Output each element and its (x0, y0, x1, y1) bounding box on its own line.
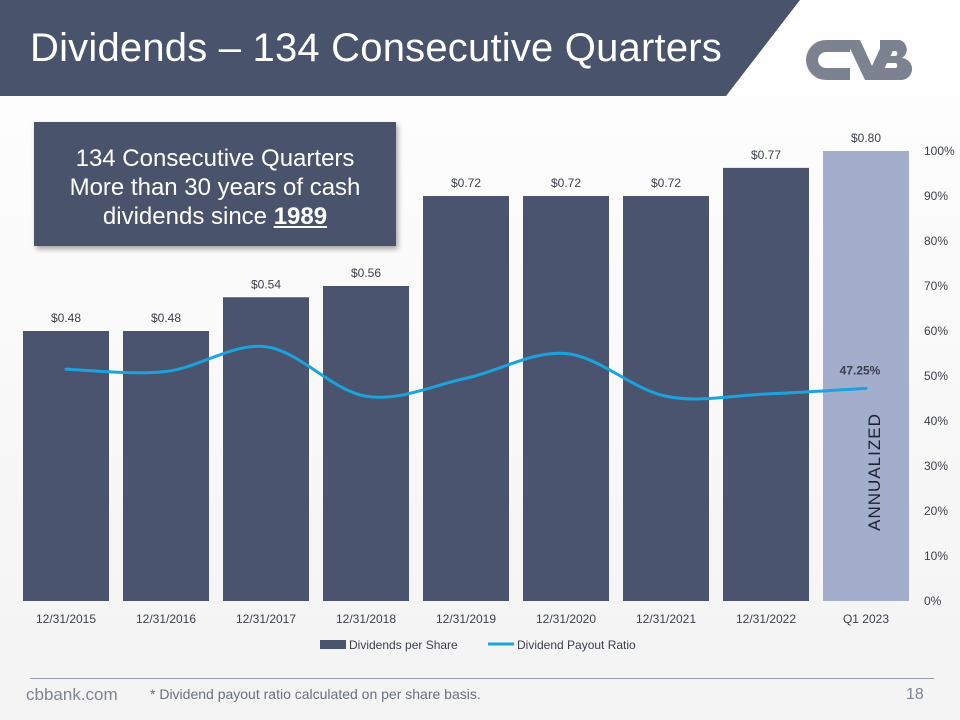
page-number: 18 (906, 686, 924, 703)
bar-value-label-2: $0.54 (251, 277, 281, 291)
cvb-logo (806, 40, 913, 81)
bar-value-label-7: $0.77 (751, 148, 781, 162)
bar-7 (723, 167, 809, 601)
bar-value-label-3: $0.56 (351, 266, 381, 280)
footer-site: cbbank.com (26, 685, 118, 704)
legend-swatch-dividends (320, 640, 346, 649)
bar-5 (523, 196, 609, 601)
bar-value-label-4: $0.72 (451, 176, 481, 190)
bar-value-label-1: $0.48 (151, 311, 181, 325)
bar-value-label-6: $0.72 (651, 176, 681, 190)
category-label-0: 12/31/2015 (36, 612, 96, 626)
legend-label-dividends: Dividends per Share (349, 638, 458, 652)
category-label-6: 12/31/2021 (636, 612, 696, 626)
callout-line-3: dividends since 1989 (34, 202, 396, 231)
footer-note: * Dividend payout ratio calculated on pe… (150, 686, 481, 702)
payout-ratio-last-label: 47.25% (840, 363, 881, 377)
callout-year: 1989 (273, 203, 328, 230)
right-axis-tick-1: 10% (924, 549, 948, 563)
right-axis-tick-9: 90% (924, 189, 948, 203)
right-axis-tick-3: 30% (924, 459, 948, 473)
right-axis-tick-10: 100% (924, 144, 955, 158)
bar-8 (823, 151, 909, 601)
right-axis-tick-8: 80% (924, 234, 948, 248)
right-axis-tick-0: 0% (924, 594, 942, 608)
legend-label-payout: Dividend Payout Ratio (517, 638, 636, 652)
bar-value-label-5: $0.72 (551, 176, 581, 190)
category-label-8: Q1 2023 (843, 612, 889, 626)
right-axis-tick-4: 40% (924, 414, 948, 428)
payout-ratio-line (64, 344, 868, 401)
category-label-3: 12/31/2018 (336, 612, 396, 626)
category-label-5: 12/31/2020 (536, 612, 596, 626)
right-axis-tick-7: 70% (924, 279, 948, 293)
category-label-4: 12/31/2019 (436, 612, 496, 626)
footer-divider (30, 678, 934, 679)
category-label-7: 12/31/2022 (736, 612, 796, 626)
callout-box: 134 Consecutive Quarters More than 30 ye… (34, 122, 396, 246)
bar-value-label-0: $0.48 (51, 311, 81, 325)
callout-line-2: More than 30 years of cash (69, 174, 361, 201)
bar-3 (323, 286, 409, 601)
slide-title: Dividends – 134 Consecutive Quarters (30, 26, 723, 70)
category-label-1: 12/31/2016 (136, 612, 196, 626)
callout-line-3-prefix: dividends since (102, 203, 274, 230)
right-axis-tick-6: 60% (924, 324, 948, 338)
bar-4 (423, 196, 509, 601)
right-axis-tick-5: 50% (924, 369, 948, 383)
bar-0 (23, 331, 109, 601)
right-axis-tick-2: 20% (924, 504, 948, 518)
title-banner (0, 0, 800, 96)
bar-2 (223, 297, 309, 601)
callout-line-1: 134 Consecutive Quarters (75, 145, 355, 172)
annualized-label: ANNUALIZED (865, 413, 884, 531)
category-label-2: 12/31/2017 (236, 612, 296, 626)
bar-value-label-8: $0.80 (851, 131, 881, 145)
bar-1 (123, 331, 209, 601)
